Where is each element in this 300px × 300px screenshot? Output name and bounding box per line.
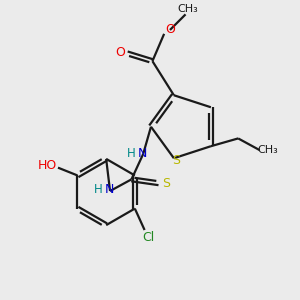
Text: N: N (104, 183, 114, 196)
Text: CH₃: CH₃ (177, 4, 198, 14)
Text: N: N (137, 146, 147, 160)
Text: S: S (163, 177, 171, 190)
Text: H: H (127, 146, 136, 160)
Text: H: H (94, 183, 103, 196)
Text: O: O (115, 46, 125, 59)
Text: Cl: Cl (142, 231, 154, 244)
Text: O: O (165, 23, 175, 37)
Text: S: S (172, 154, 180, 167)
Text: HO: HO (38, 159, 57, 172)
Text: CH₃: CH₃ (257, 145, 278, 155)
